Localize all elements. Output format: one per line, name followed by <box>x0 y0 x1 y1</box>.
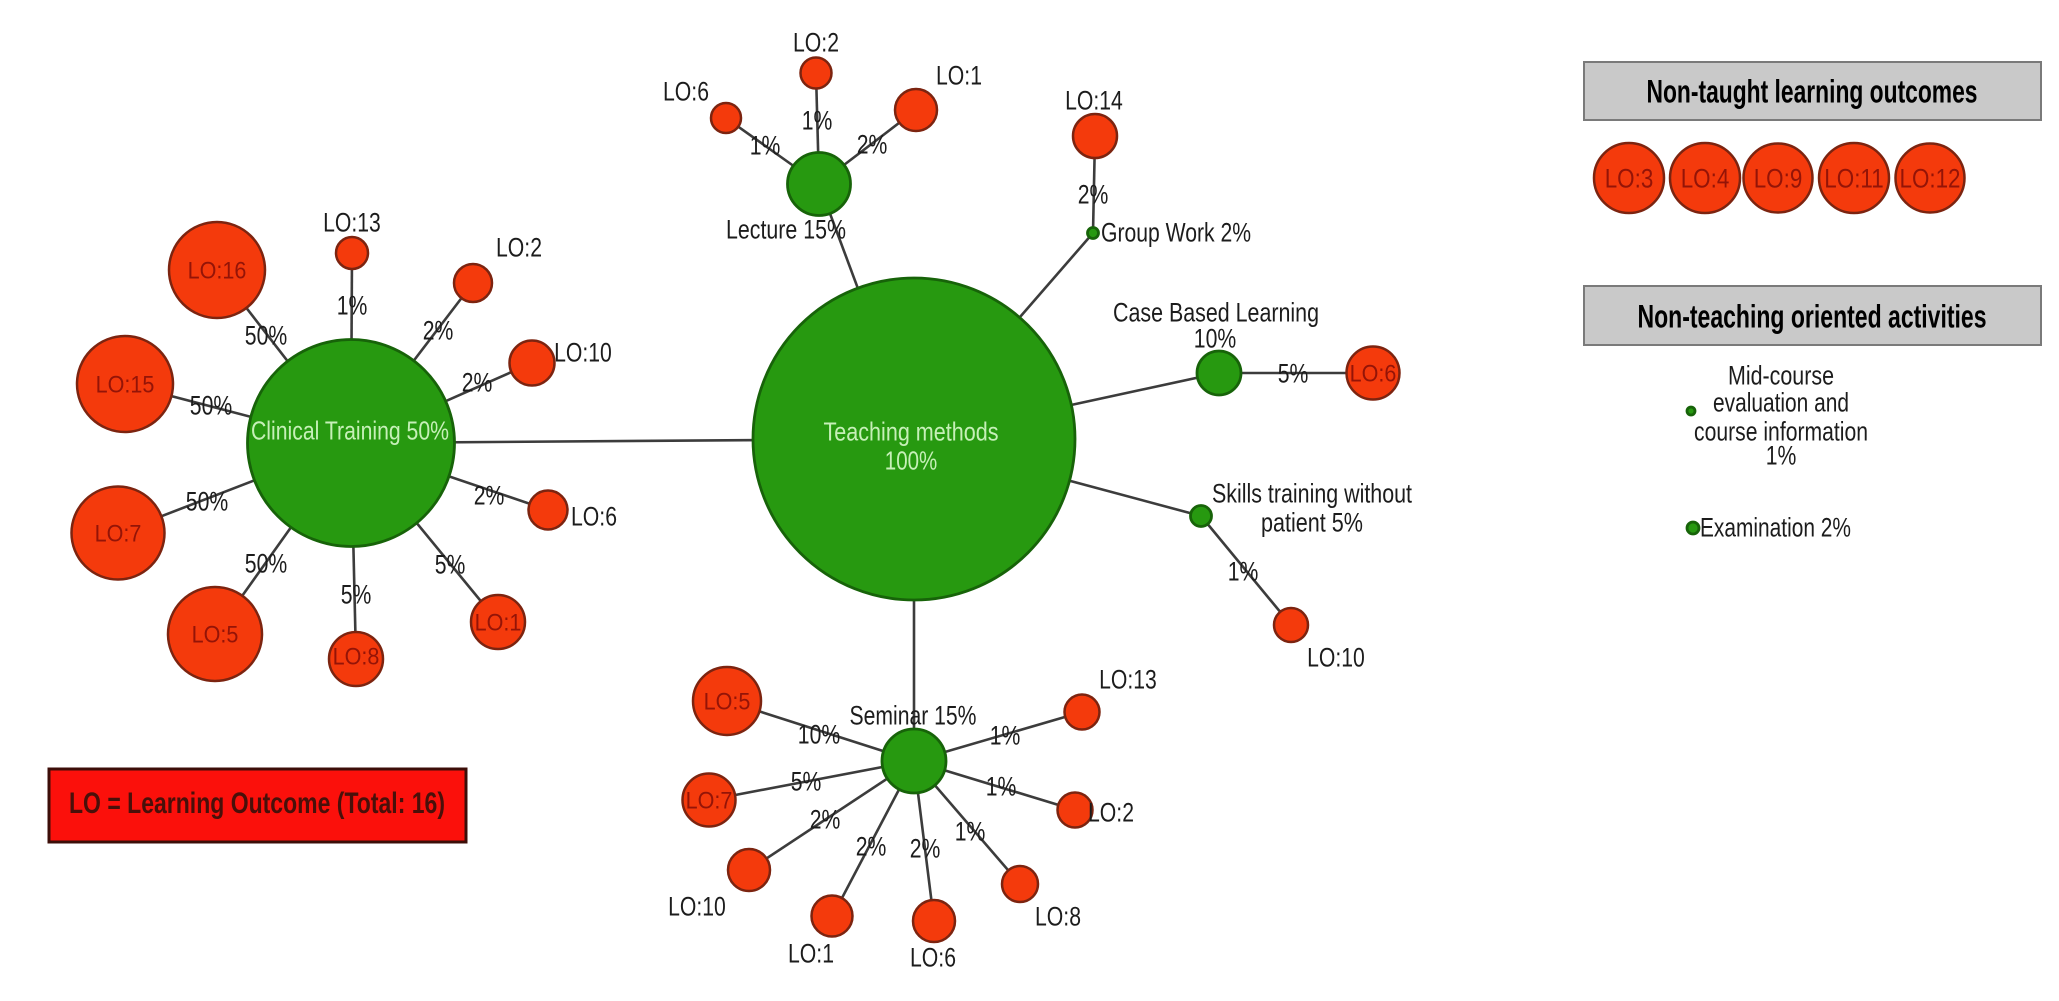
svg-text:5%: 5% <box>435 550 466 580</box>
svg-text:Lecture 15%: Lecture 15% <box>726 215 846 245</box>
svg-text:Clinical Training 50%: Clinical Training 50% <box>251 415 449 445</box>
svg-text:LO:5: LO:5 <box>192 622 239 649</box>
svg-text:2%: 2% <box>474 481 505 511</box>
svg-text:LO = Learning Outcome (Total:: LO = Learning Outcome (Total: 16) <box>69 787 445 820</box>
svg-text:Group Work 2%: Group Work 2% <box>1101 218 1251 248</box>
svg-text:LO:5: LO:5 <box>704 689 751 716</box>
svg-text:50%: 50% <box>245 321 287 351</box>
svg-text:LO:10: LO:10 <box>668 892 726 922</box>
svg-text:2%: 2% <box>856 832 887 862</box>
svg-text:LO:8: LO:8 <box>333 644 380 671</box>
svg-text:2%: 2% <box>857 130 888 160</box>
svg-text:LO:1: LO:1 <box>788 939 834 969</box>
svg-text:5%: 5% <box>1278 359 1309 389</box>
svg-text:Skills training without: Skills training without <box>1212 479 1412 509</box>
svg-text:LO:15: LO:15 <box>96 372 155 399</box>
svg-text:Non-taught learning outcomes: Non-taught learning outcomes <box>1647 74 1978 110</box>
svg-text:LO:7: LO:7 <box>95 521 142 548</box>
svg-text:LO:6: LO:6 <box>1350 361 1397 388</box>
svg-text:1%: 1% <box>1228 557 1259 587</box>
svg-text:LO:2: LO:2 <box>496 233 542 263</box>
svg-text:LO:10: LO:10 <box>554 338 612 368</box>
svg-text:LO:2: LO:2 <box>1088 798 1134 828</box>
svg-text:50%: 50% <box>245 549 287 579</box>
svg-text:5%: 5% <box>791 767 822 797</box>
svg-text:LO:6: LO:6 <box>910 943 956 973</box>
svg-text:LO:16: LO:16 <box>188 258 247 285</box>
svg-text:LO:1: LO:1 <box>475 610 522 637</box>
svg-text:100%: 100% <box>885 445 937 475</box>
svg-text:Non-teaching oriented activiti: Non-teaching oriented activities <box>1638 299 1987 335</box>
svg-text:LO:13: LO:13 <box>1099 665 1157 695</box>
svg-text:1%: 1% <box>802 106 833 136</box>
svg-text:Seminar 15%: Seminar 15% <box>850 701 977 731</box>
svg-text:2%: 2% <box>462 368 493 398</box>
svg-text:50%: 50% <box>190 391 232 421</box>
svg-text:LO:6: LO:6 <box>663 77 709 107</box>
svg-text:LO:3: LO:3 <box>1605 164 1654 194</box>
svg-text:LO:7: LO:7 <box>686 788 733 815</box>
svg-text:10%: 10% <box>798 720 840 750</box>
svg-text:2%: 2% <box>423 316 454 346</box>
svg-text:5%: 5% <box>341 580 372 610</box>
svg-text:LO:4: LO:4 <box>1681 164 1730 194</box>
svg-text:LO:8: LO:8 <box>1035 902 1081 932</box>
svg-text:50%: 50% <box>186 487 228 517</box>
svg-text:LO:13: LO:13 <box>323 208 381 238</box>
svg-text:1%: 1% <box>990 721 1021 751</box>
svg-text:LO:10: LO:10 <box>1307 643 1365 673</box>
svg-text:2%: 2% <box>810 805 841 835</box>
svg-text:1%: 1% <box>986 772 1017 802</box>
svg-text:Mid-course: Mid-course <box>1728 361 1834 391</box>
svg-text:patient 5%: patient 5% <box>1261 508 1363 538</box>
svg-text:Teaching methods: Teaching methods <box>824 416 999 446</box>
svg-text:Case Based Learning: Case Based Learning <box>1113 298 1319 328</box>
svg-text:10%: 10% <box>1194 324 1236 354</box>
svg-text:LO:14: LO:14 <box>1065 86 1123 116</box>
svg-text:LO:11: LO:11 <box>1824 164 1883 194</box>
svg-text:LO:2: LO:2 <box>793 28 839 58</box>
svg-text:LO:12: LO:12 <box>1900 164 1961 194</box>
svg-text:course information: course information <box>1694 417 1868 447</box>
svg-text:2%: 2% <box>1078 180 1109 210</box>
svg-text:evaluation and: evaluation and <box>1713 388 1849 418</box>
svg-text:LO:6: LO:6 <box>571 502 617 532</box>
svg-text:1%: 1% <box>955 817 986 847</box>
svg-text:LO:1: LO:1 <box>936 61 982 91</box>
svg-text:1%: 1% <box>1766 441 1797 471</box>
svg-text:1%: 1% <box>337 291 368 321</box>
svg-text:1%: 1% <box>750 131 781 161</box>
svg-text:2%: 2% <box>910 834 941 864</box>
svg-text:LO:9: LO:9 <box>1754 164 1803 194</box>
svg-text:Examination 2%: Examination 2% <box>1700 513 1851 543</box>
